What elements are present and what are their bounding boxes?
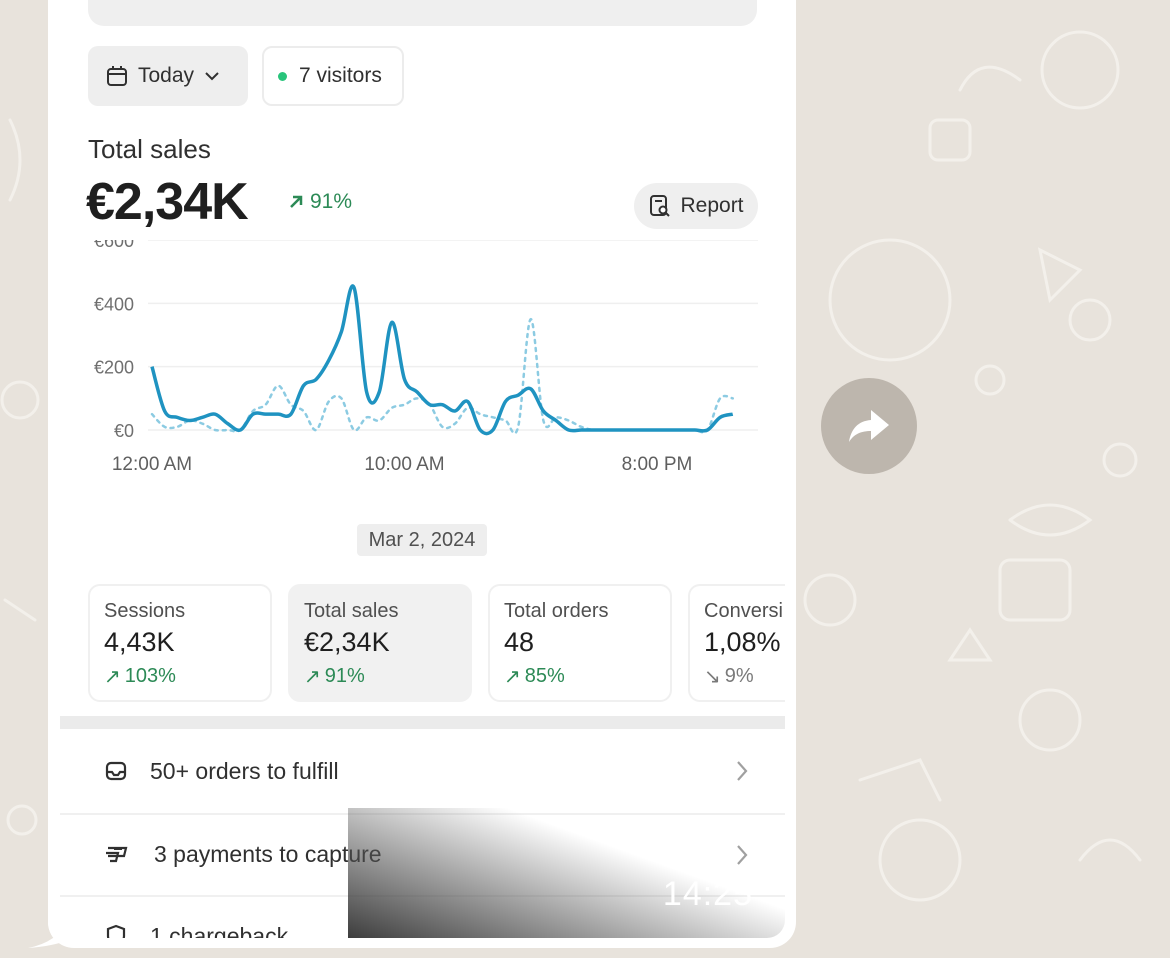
shield-icon: [106, 924, 126, 938]
metric-value: €2,34K: [304, 627, 390, 657]
task-row-orders[interactable]: 50+ orders to fulfill: [60, 731, 785, 811]
metric-change-value: 103%: [124, 665, 176, 687]
total-sales-change: 91%: [288, 190, 352, 214]
y-tick-label: €200: [94, 358, 134, 378]
total-sales-value: €2,34K: [86, 173, 249, 231]
date-filter-button[interactable]: Today: [88, 46, 248, 106]
arrow-up-right-icon: ↗: [304, 666, 321, 688]
chevron-right-icon: [737, 761, 748, 781]
metric-card-sessions[interactable]: Sessions 4,43K ↗ 103%: [88, 584, 272, 702]
arrow-down-right-icon: ↘: [704, 666, 721, 688]
section-divider: [60, 716, 785, 729]
share-arrow-icon: [849, 410, 889, 442]
metric-change: ↗ 85%: [504, 664, 670, 689]
task-label: 3 payments to capture: [154, 840, 382, 867]
message-timestamp: 14:25: [662, 875, 753, 913]
chevron-down-icon: [205, 72, 219, 81]
metric-value: 4,43K: [104, 627, 175, 657]
metric-card-total-sales[interactable]: Total sales €2,34K ↗ 91%: [288, 584, 472, 702]
y-tick-label: €0: [114, 421, 134, 441]
inbox-icon: [105, 761, 127, 781]
metric-value: 1,08%: [704, 627, 781, 657]
bubble-tail: [28, 920, 68, 948]
cash-icon: [106, 846, 128, 863]
report-label: Report: [680, 194, 744, 217]
metric-label: Total sales: [304, 600, 399, 622]
timestamp-shade: [348, 808, 785, 938]
shared-screenshot[interactable]: Today 7 visitors Total sales €2,34K 91%: [48, 0, 785, 938]
metric-label: Conversi: [704, 600, 783, 622]
chart-date-label: Mar 2, 2024: [357, 524, 487, 556]
metric-card-total-orders[interactable]: Total orders 48 ↗ 85%: [488, 584, 672, 702]
task-label: 50+ orders to fulfill: [150, 757, 339, 784]
y-tick-label: €600: [94, 240, 134, 251]
metric-change-value: 91%: [324, 665, 365, 687]
total-sales-change-value: 91%: [310, 190, 353, 213]
live-status-dot: [278, 71, 287, 81]
metric-card-conversion[interactable]: Conversi 1,08% ↘ 9%: [688, 584, 785, 702]
x-tick-label: 8:00 PM: [622, 454, 693, 475]
chat-message-bubble[interactable]: Today 7 visitors Total sales €2,34K 91%: [48, 0, 796, 948]
metric-change: ↗ 103%: [104, 664, 270, 689]
metric-change-value: 9%: [724, 665, 754, 687]
y-tick-label: €400: [94, 294, 134, 314]
x-tick-label: 12:00 AM: [112, 454, 192, 475]
comparison-series-line: [150, 317, 734, 435]
search-bar[interactable]: [88, 0, 757, 26]
calendar-icon: [107, 66, 127, 86]
report-icon: [650, 195, 671, 217]
x-tick-label: 10:00 AM: [364, 454, 444, 475]
current-series-line: [150, 284, 734, 436]
metric-change: ↘ 9%: [704, 664, 785, 689]
metric-label: Total orders: [504, 600, 609, 622]
visitors-label: 7 visitors: [299, 64, 382, 87]
task-label: 1 chargeback: [150, 922, 289, 939]
metrics-row[interactable]: Sessions 4,43K ↗ 103% Total sales €2,34K …: [88, 584, 785, 704]
metric-change-value: 85%: [524, 665, 565, 687]
total-sales-title: Total sales: [88, 134, 211, 164]
date-filter-label: Today: [138, 64, 195, 87]
arrow-up-right-icon: [290, 195, 303, 208]
metric-label: Sessions: [104, 600, 186, 622]
live-visitors-button[interactable]: 7 visitors: [262, 46, 404, 106]
forward-button[interactable]: [821, 378, 917, 474]
sales-line-chart: €600 €400 €200 €0 12:00 AM 10:00 AM 8:00 PM: [94, 240, 758, 475]
arrow-up-right-icon: ↗: [504, 666, 521, 688]
report-button[interactable]: Report: [634, 183, 758, 229]
metric-value: 48: [504, 627, 535, 657]
metric-change: ↗ 91%: [304, 664, 470, 689]
arrow-up-right-icon: ↗: [104, 666, 121, 688]
